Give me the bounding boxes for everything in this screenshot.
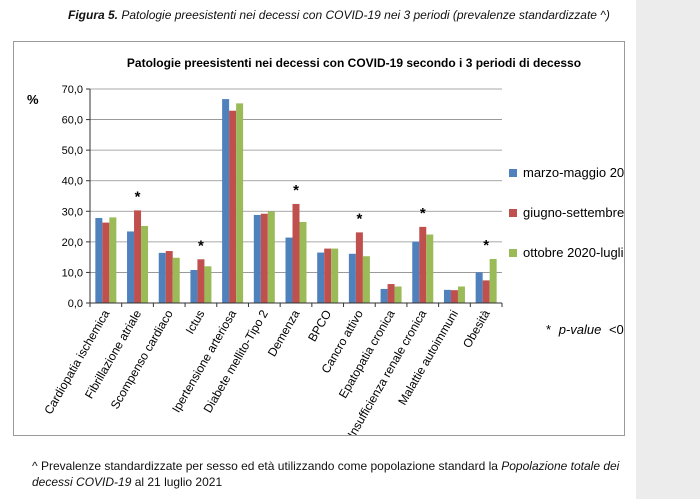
- legend-label: marzo-maggio 2020: [523, 165, 624, 180]
- page-margin-band: [636, 0, 700, 499]
- chart-frame: Patologie preesistenti nei decessi con C…: [13, 41, 663, 440]
- axes: [89, 89, 502, 304]
- bar: [443, 289, 451, 303]
- bar: [457, 286, 465, 303]
- bars: [95, 99, 497, 304]
- bar: [253, 214, 261, 303]
- bar: [355, 232, 363, 303]
- bar: [387, 284, 395, 303]
- bar: [141, 225, 149, 303]
- bar: [204, 266, 212, 303]
- bar: [419, 226, 427, 303]
- bar: [412, 241, 420, 303]
- bar: [102, 222, 110, 303]
- bar: [267, 211, 275, 303]
- significance-star: *: [135, 188, 141, 205]
- chart-title: Patologie preesistenti nei decessi con C…: [127, 56, 581, 70]
- bar: [260, 213, 268, 303]
- x-tick-label: Ictus: [183, 308, 208, 337]
- y-tick-label: 20,0: [62, 237, 83, 249]
- x-tick-label: Malattie autoimmuni: [395, 308, 461, 408]
- bar: [426, 234, 434, 303]
- bar: [489, 258, 497, 303]
- x-tick-label: BPCO: [305, 308, 334, 344]
- footnote-text: ^ Prevalenze standardizzate per sesso ed…: [32, 459, 502, 473]
- footnote-date: al 21 luglio 2021: [131, 475, 223, 489]
- pvalue-note: * p-value <0,05: [546, 322, 624, 337]
- pvalue-label: p-value: [558, 322, 602, 337]
- bar: [158, 252, 166, 303]
- bar: [165, 251, 173, 303]
- bar: [299, 221, 307, 303]
- y-tick-label: 10,0: [62, 267, 83, 279]
- bar: [95, 218, 103, 303]
- bar: [197, 259, 205, 303]
- bar: [134, 210, 142, 303]
- bar: [229, 110, 237, 303]
- legend: marzo-maggio 2020 giugno-settembre 2020 ot…: [509, 165, 663, 260]
- pvalue-threshold: <0,05: [609, 322, 624, 337]
- legend-swatch: [509, 249, 517, 257]
- legend-label: giugno-settembre 2020: [523, 205, 624, 220]
- bar: [450, 290, 458, 303]
- bar: [348, 253, 356, 303]
- significance-markers: * * * * * *: [135, 182, 490, 254]
- bar: [394, 286, 402, 303]
- footnote: ^ Prevalenze standardizzate per sesso ed…: [32, 458, 632, 490]
- bar: [127, 231, 135, 303]
- significance-star: *: [420, 205, 426, 222]
- bar: [292, 203, 300, 303]
- legend-label: ottobre 2020-luglio 2021: [523, 245, 624, 260]
- bar: [222, 99, 230, 304]
- bar: [285, 237, 293, 303]
- significance-star: *: [483, 237, 489, 254]
- bar: [324, 248, 332, 303]
- y-tick-label: 40,0: [62, 176, 83, 188]
- bar: [236, 103, 244, 303]
- y-axis-ticks: 0,0 10,0 20,0 30,0 40,0 50,0 60,0 70,0: [62, 84, 90, 310]
- bar: [475, 272, 483, 303]
- y-axis-label: %: [27, 92, 39, 107]
- bar: [380, 288, 388, 303]
- significance-star: *: [356, 210, 362, 227]
- y-tick-label: 60,0: [62, 115, 83, 127]
- bar-chart: Patologie preesistenti nei decessi con C…: [27, 56, 663, 440]
- bar: [482, 280, 490, 303]
- figure-caption: Figura 5. Patologie preesistenti nei dec…: [68, 8, 610, 22]
- pvalue-star: *: [546, 322, 551, 337]
- legend-swatch: [509, 169, 517, 177]
- significance-star: *: [198, 237, 204, 254]
- legend-swatch: [509, 209, 517, 217]
- bar: [317, 252, 325, 303]
- bar: [109, 217, 117, 303]
- bar: [190, 269, 198, 303]
- bar: [172, 257, 180, 303]
- significance-star: *: [293, 182, 299, 199]
- x-tick-label: Obesità: [460, 307, 493, 350]
- y-tick-label: 30,0: [62, 206, 83, 218]
- y-tick-label: 70,0: [62, 84, 83, 96]
- footnote-italic: Popolazione totale dei decessi COVID-19: [32, 459, 620, 489]
- figure-caption-text: Patologie preesistenti nei decessi con C…: [118, 8, 610, 22]
- figure-label: Figura 5.: [68, 8, 119, 22]
- bar: [331, 248, 339, 303]
- bar: [362, 256, 370, 303]
- y-tick-label: 50,0: [62, 145, 83, 157]
- y-tick-label: 0,0: [68, 298, 83, 310]
